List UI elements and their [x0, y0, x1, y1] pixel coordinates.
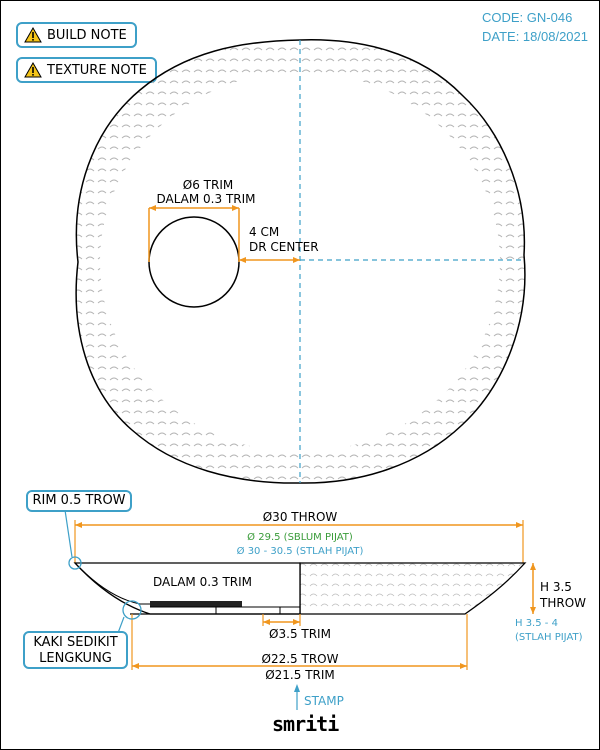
hole-dimension: Ø6 TRIM DALAM 0.3 TRIM: [148, 178, 256, 262]
hole-dim-label-2: DALAM 0.3 TRIM: [156, 192, 255, 206]
offset-dimension: 4 CM DR CENTER: [239, 225, 319, 263]
sblum-pijat-label: Ø 29.5 (SBLUM PIJAT): [247, 531, 353, 543]
base-trow-label: Ø22.5 TROW: [262, 652, 339, 666]
height-stlah-label-2: (STLAH PIJAT): [515, 632, 583, 643]
build-note-label: BUILD NOTE: [47, 27, 127, 43]
foot-callout: KAKI SEDIKIT LENGKUNG: [23, 631, 128, 669]
code-text: CODE: GN-046: [482, 10, 573, 25]
throw-diameter-label: Ø30 THROW: [263, 510, 338, 524]
foot-callout-label-2: LENGKUNG: [39, 651, 112, 666]
date-text: DATE: 18/08/2021: [482, 29, 588, 44]
section-view: Ø30 THROW Ø 29.5 (SBLUM PIJAT) Ø 30 - 30…: [64, 509, 586, 710]
offset-label-2: DR CENTER: [249, 240, 319, 254]
stlah-pijat-label: Ø 30 - 30.5 (STLAH PIJAT): [237, 545, 364, 557]
foot-trim-label: Ø3.5 TRIM: [269, 627, 331, 641]
base-trim-label: Ø21.5 TRIM: [265, 668, 335, 682]
brand-logo: smriti: [272, 712, 339, 736]
warning-icon: [24, 61, 42, 78]
height-label-2: THROW: [539, 596, 586, 610]
stamp-label: STAMP: [304, 694, 344, 708]
hole-dim-label-1: Ø6 TRIM: [183, 178, 233, 192]
texture-note-label: TEXTURE NOTE: [47, 62, 147, 78]
warning-icon: [24, 26, 42, 43]
texture-note-button[interactable]: TEXTURE NOTE: [16, 57, 157, 83]
center-hole: [148, 216, 240, 308]
rim-callout-label: RIM 0.5 TROW: [32, 493, 126, 508]
dalam-trim-label: DALAM 0.3 TRIM: [153, 575, 252, 589]
offset-label-1: 4 CM: [249, 225, 279, 239]
build-note-button[interactable]: BUILD NOTE: [16, 22, 137, 48]
foot-callout-label-1: KAKI SEDIKIT: [33, 635, 118, 650]
height-label-1: H 3.5: [540, 580, 572, 594]
code-block: CODE: GN-046 DATE: 18/08/2021: [482, 8, 588, 46]
height-stlah-label-1: H 3.5 - 4: [515, 618, 558, 629]
rim-callout: RIM 0.5 TROW: [26, 490, 132, 512]
